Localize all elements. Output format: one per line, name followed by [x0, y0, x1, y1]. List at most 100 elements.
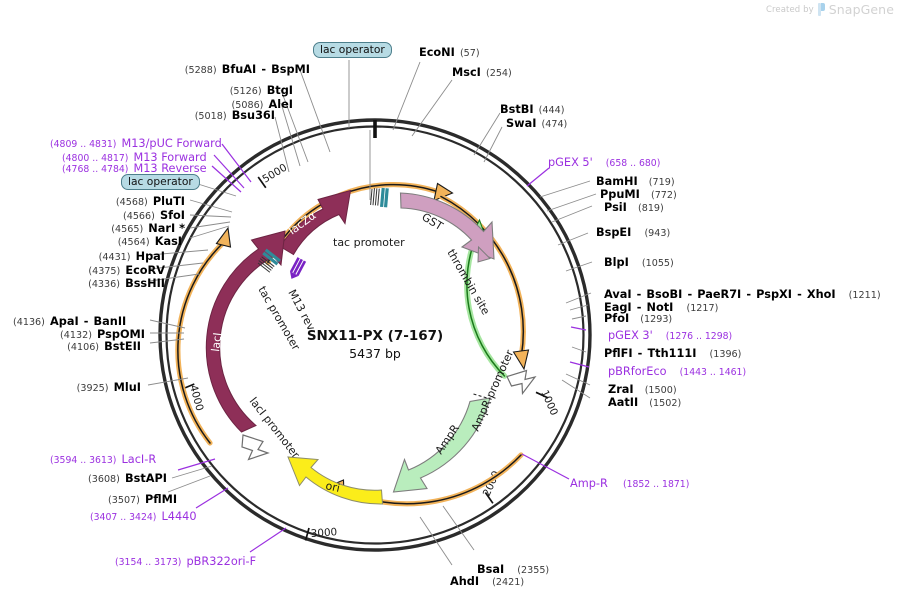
- enzyme-label-bamhi[interactable]: BamHI (719): [596, 172, 675, 188]
- position: (719): [648, 177, 675, 188]
- enzyme-label-bsai[interactable]: BsaI (2355): [477, 560, 549, 576]
- position: (658 .. 680): [605, 158, 661, 169]
- enzyme-label-pflmi[interactable]: (3507) PflMI: [108, 490, 177, 506]
- position: (1055): [641, 258, 674, 269]
- primer-label-l4440[interactable]: (3407 .. 3424) L4440: [90, 507, 197, 523]
- enzyme-name: PfoI: [604, 312, 630, 325]
- primer-name: L4440: [161, 510, 197, 523]
- primer-label-pbr322ori-f[interactable]: (3154 .. 3173) pBR322ori-F: [115, 552, 256, 568]
- enzyme-name: BstEII: [104, 340, 141, 353]
- enzyme-label-btgi[interactable]: (5126) BtgI: [60, 81, 293, 97]
- enzyme-label-bspei[interactable]: BspEI (943): [596, 223, 670, 239]
- primer-label-m13-forward[interactable]: (4800 .. 4817) M13 Forward: [62, 148, 207, 164]
- enzyme-label-alei[interactable]: (5086) AleI: [60, 95, 293, 111]
- enzyme-name-4: PspXI: [756, 288, 792, 301]
- enzyme-name: MscI: [452, 66, 481, 79]
- primer-label-m13-puc-forward[interactable]: (4809 .. 4831) M13/pUC Forward: [50, 134, 222, 150]
- primer-name: M13 Reverse: [133, 162, 207, 175]
- watermark-created-label: Created by: [765, 4, 814, 15]
- enzyme-name: AatII: [608, 396, 639, 409]
- enzyme-name: BstBI: [500, 103, 534, 116]
- primer-label-pgex-5[interactable]: pGEX 5' (658 .. 680): [548, 153, 660, 169]
- plasmid-size: 5437 bp: [349, 346, 401, 361]
- primer-label-m13-reverse[interactable]: (4768 .. 4784) M13 Reverse: [62, 159, 207, 175]
- enzyme-label-kasi[interactable]: (4564) KasI: [20, 232, 182, 248]
- position: (4566): [122, 211, 155, 222]
- position: (3154 .. 3173): [115, 557, 182, 568]
- enzyme-name-2: Tth111I: [647, 347, 697, 360]
- enzyme-name-2: BspMI: [271, 63, 310, 76]
- primer-label-laci-r[interactable]: (3594 .. 3613) LacI-R: [50, 450, 156, 466]
- enzyme-label-bsshii[interactable]: (4336) BssHII: [0, 274, 165, 290]
- enzyme-label-swai[interactable]: SwaI (474): [506, 114, 567, 130]
- enzyme-label-pluti[interactable]: (4568) PluTI: [30, 192, 185, 208]
- enzyme-label-pfoi[interactable]: PfoI (1293): [604, 309, 672, 325]
- position: (4336): [88, 279, 120, 290]
- primer-name: M13/pUC Forward: [121, 137, 222, 150]
- position: (254): [485, 68, 512, 79]
- enzyme-name-1: AvaI: [604, 288, 632, 301]
- enzyme-name: PspOMI: [97, 328, 145, 341]
- enzyme-label-bstapi[interactable]: (3608) BstAPI: [88, 469, 167, 485]
- enzyme-label-ahdi[interactable]: AhdI (2421): [450, 572, 524, 588]
- position: (4568): [115, 197, 148, 208]
- enzyme-name: BamHI: [596, 175, 638, 188]
- position: (4132): [60, 330, 92, 341]
- position: (4809 .. 4831): [50, 139, 117, 150]
- primer-label-pgex-3[interactable]: pGEX 3' (1276 .. 1298): [608, 326, 732, 342]
- enzyme-label-aatii[interactable]: AatII (1502): [608, 393, 681, 409]
- enzyme-label-sfoi[interactable]: (4566) SfoI: [30, 206, 185, 222]
- feature-ori[interactable]: ori: [287, 456, 384, 505]
- enzyme-label-mlui[interactable]: (3925) MluI: [0, 378, 141, 394]
- position: (3925): [76, 383, 109, 394]
- position: (3608): [88, 474, 120, 485]
- enzyme-label-pflfi-tth111i[interactable]: PflFI - Tth111I (1396): [604, 347, 742, 360]
- enzyme-label-bstbi[interactable]: BstBI (444): [500, 100, 564, 116]
- enzyme-label-bsu36i[interactable]: (5018) Bsu36I: [50, 106, 275, 122]
- primer-label-amp-r[interactable]: Amp-R (1852 .. 1871): [570, 474, 689, 490]
- enzyme-label-msci[interactable]: MscI (254): [452, 63, 512, 79]
- promoter-tac-top[interactable]: tac promoter: [333, 187, 405, 249]
- enzyme-name-1: EagI: [604, 301, 632, 314]
- enzyme-label-bstei[interactable]: (4106) BstEII: [0, 337, 141, 353]
- position: (1502): [649, 398, 682, 409]
- enzyme-label-ppumi[interactable]: PpuMI (772): [600, 185, 677, 201]
- feature-label-tac-promoter-top: tac promoter: [333, 236, 405, 249]
- primer-m13-rev[interactable]: M13 rev: [285, 257, 318, 333]
- position: (57): [459, 48, 480, 59]
- enzyme-label-psii[interactable]: PsiI (819): [604, 198, 664, 214]
- enzyme-name: AhdI: [450, 575, 480, 588]
- position: (1852 .. 1871): [622, 479, 690, 490]
- lac-operator-left[interactable]: lac operator: [121, 174, 200, 191]
- position: (1293): [640, 314, 673, 325]
- primer-name: pGEX 3': [608, 329, 653, 342]
- enzyme-label-apai-banii[interactable]: (4136) ApaI - BanII: [13, 312, 126, 328]
- enzyme-label-econi[interactable]: EcoNI (57): [419, 43, 480, 59]
- enzyme-name: SfoI: [159, 209, 185, 222]
- enzyme-name: ApaI: [50, 315, 79, 328]
- enzyme-label-hpai[interactable]: (4431) HpaI: [10, 247, 165, 263]
- enzyme-label-eagi-noti[interactable]: EagI - NotI (1217): [604, 301, 719, 314]
- position: (3407 .. 3424): [90, 512, 157, 523]
- enzyme-label-ecorv[interactable]: (4375) EcoRV: [5, 261, 165, 277]
- enzyme-name-3: PaeR7I: [697, 288, 742, 301]
- tick-label-3000: 3000: [310, 526, 337, 540]
- position: (819): [637, 203, 664, 214]
- enzyme-name: PflMI: [145, 493, 178, 506]
- snapgene-flag-icon: [817, 3, 825, 16]
- enzyme-label-bfuai-bspmi[interactable]: (5288) BfuAI - BspMI: [60, 60, 310, 76]
- enzyme-name: MluI: [113, 381, 141, 394]
- position: (1396): [709, 349, 742, 360]
- primer-name: LacI-R: [121, 453, 157, 466]
- feature-laci[interactable]: lacI: [205, 230, 286, 433]
- enzyme-label-pspomi[interactable]: (4132) PspOMI: [0, 325, 145, 341]
- lac-operator-top[interactable]: lac operator: [313, 42, 392, 59]
- enzyme-label-blpi[interactable]: BlpI (1055): [604, 253, 674, 269]
- enzyme-label-avai-group[interactable]: AvaI - BsoBI - PaeR7I - PspXI - XhoI (12…: [604, 288, 881, 301]
- enzyme-name: BtgI: [266, 84, 293, 97]
- tick-1000: 1000: [535, 388, 560, 417]
- enzyme-name: NarI *: [148, 222, 185, 235]
- enzyme-label-nari[interactable]: (4565) NarI *: [20, 219, 185, 235]
- enzyme-label-zrai[interactable]: ZraI (1500): [608, 380, 677, 396]
- primer-label-pbrforeco[interactable]: pBRforEco (1443 .. 1461): [608, 362, 746, 378]
